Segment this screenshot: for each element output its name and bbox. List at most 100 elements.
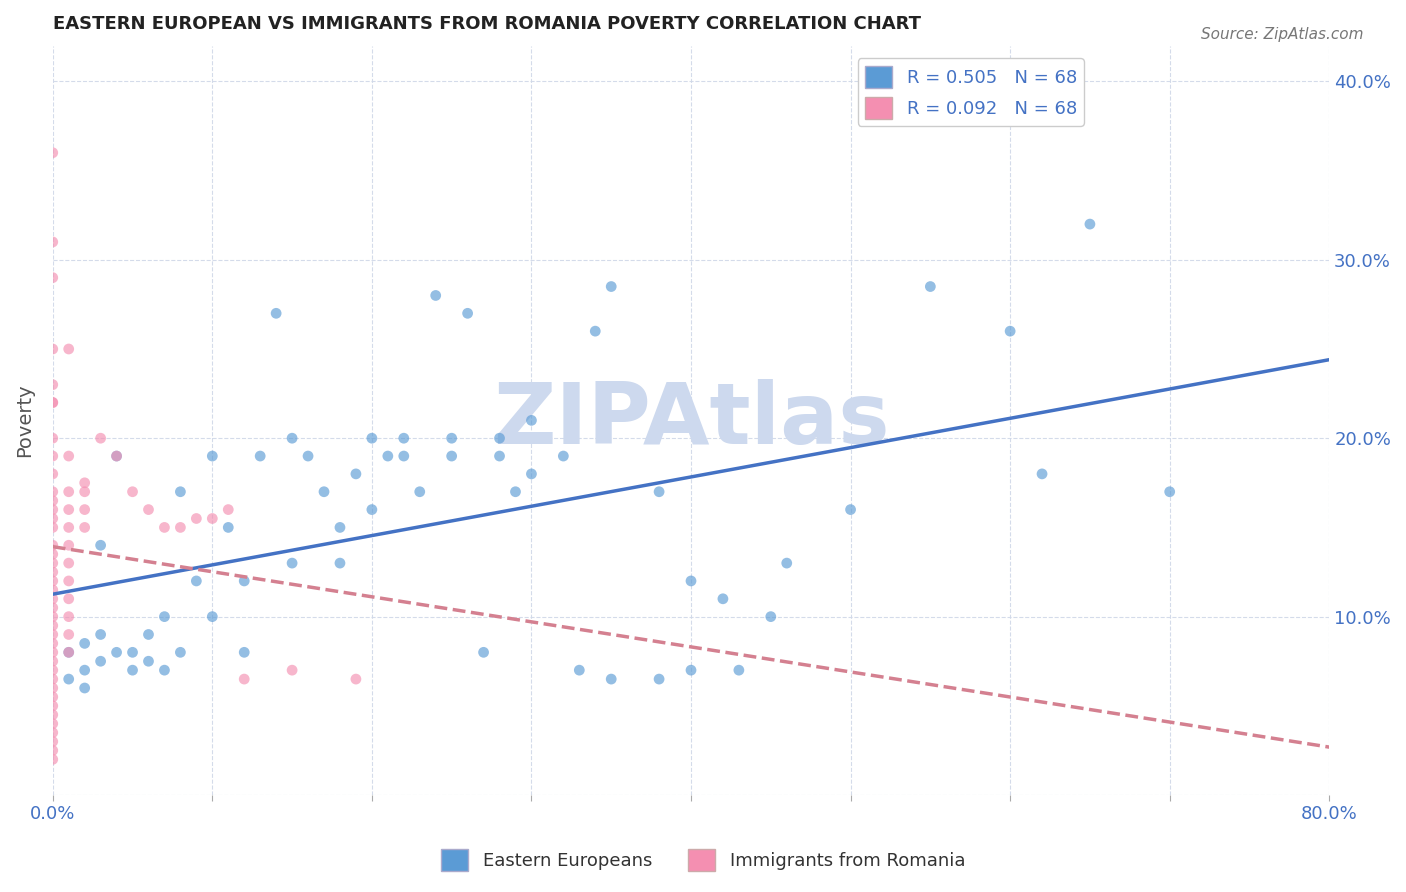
Point	[138, 502, 160, 516]
Point	[440, 431, 463, 445]
Text: ZIPAtlas: ZIPAtlas	[492, 379, 890, 462]
Point	[105, 449, 128, 463]
Point	[58, 484, 80, 499]
Point	[42, 582, 65, 597]
Point	[264, 306, 287, 320]
Point	[121, 484, 143, 499]
Point	[201, 511, 224, 525]
Point	[42, 716, 65, 731]
Point	[153, 609, 176, 624]
Point	[58, 645, 80, 659]
Point	[58, 574, 80, 588]
Point	[169, 645, 191, 659]
Point	[42, 377, 65, 392]
Point	[42, 663, 65, 677]
Point	[42, 395, 65, 409]
Point	[488, 449, 510, 463]
Point	[344, 467, 367, 481]
Point	[711, 591, 734, 606]
Point	[472, 645, 495, 659]
Point	[42, 145, 65, 160]
Point	[58, 627, 80, 641]
Point	[42, 467, 65, 481]
Point	[42, 752, 65, 766]
Point	[568, 663, 591, 677]
Point	[42, 342, 65, 356]
Point	[201, 609, 224, 624]
Point	[58, 645, 80, 659]
Point	[297, 449, 319, 463]
Point	[42, 502, 65, 516]
Point	[58, 502, 80, 516]
Point	[249, 449, 271, 463]
Point	[648, 672, 671, 686]
Point	[42, 707, 65, 722]
Point	[42, 600, 65, 615]
Point	[42, 493, 65, 508]
Point	[42, 743, 65, 757]
Point	[169, 484, 191, 499]
Point	[505, 484, 527, 499]
Point	[839, 502, 862, 516]
Point	[90, 654, 112, 668]
Point	[457, 306, 479, 320]
Point	[58, 342, 80, 356]
Point	[73, 520, 96, 534]
Point	[42, 734, 65, 748]
Point	[90, 431, 112, 445]
Point	[42, 270, 65, 285]
Point	[42, 672, 65, 686]
Point	[42, 636, 65, 650]
Point	[360, 502, 382, 516]
Y-axis label: Poverty: Poverty	[15, 384, 34, 458]
Point	[42, 556, 65, 570]
Point	[186, 574, 208, 588]
Point	[138, 654, 160, 668]
Point	[73, 475, 96, 490]
Point	[344, 672, 367, 686]
Point	[648, 484, 671, 499]
Point	[440, 449, 463, 463]
Point	[153, 520, 176, 534]
Point	[73, 681, 96, 695]
Point	[121, 663, 143, 677]
Point	[600, 279, 623, 293]
Point	[600, 672, 623, 686]
Point	[679, 574, 702, 588]
Point	[73, 484, 96, 499]
Point	[520, 413, 543, 427]
Point	[42, 235, 65, 249]
Point	[42, 654, 65, 668]
Point	[42, 520, 65, 534]
Point	[329, 556, 352, 570]
Point	[392, 431, 415, 445]
Point	[1031, 467, 1053, 481]
Point	[281, 556, 304, 570]
Point	[121, 645, 143, 659]
Point	[42, 449, 65, 463]
Point	[58, 520, 80, 534]
Point	[233, 574, 256, 588]
Point	[520, 467, 543, 481]
Point	[583, 324, 606, 338]
Point	[281, 663, 304, 677]
Point	[281, 431, 304, 445]
Point	[138, 627, 160, 641]
Point	[42, 698, 65, 713]
Point	[73, 663, 96, 677]
Point	[42, 618, 65, 632]
Point	[42, 690, 65, 704]
Point	[392, 449, 415, 463]
Point	[1159, 484, 1181, 499]
Point	[425, 288, 447, 302]
Point	[1078, 217, 1101, 231]
Point	[728, 663, 751, 677]
Point	[360, 431, 382, 445]
Legend: Eastern Europeans, Immigrants from Romania: Eastern Europeans, Immigrants from Roman…	[434, 842, 972, 879]
Point	[42, 627, 65, 641]
Point	[377, 449, 399, 463]
Point	[105, 449, 128, 463]
Point	[58, 449, 80, 463]
Point	[42, 538, 65, 552]
Point	[42, 574, 65, 588]
